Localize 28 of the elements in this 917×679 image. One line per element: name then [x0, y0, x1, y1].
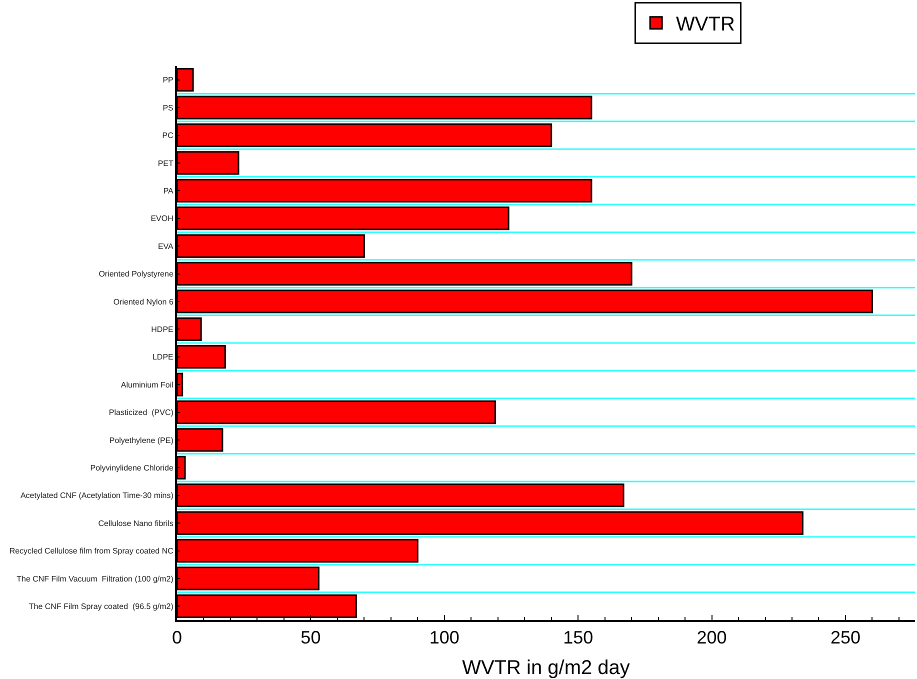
y-tick-label: The CNF Film Spray coated (96.5 g/m2)	[28, 602, 174, 611]
y-tick-label: Oriented Polystyrene	[98, 270, 174, 279]
y-tick-label: Cellulose Nano fibrils	[98, 518, 174, 528]
x-tick-label: 0	[172, 628, 182, 648]
y-tick-label: LDPE	[152, 352, 174, 362]
y-tick-label: Aluminium Foil	[120, 380, 174, 390]
x-tick-label: 200	[696, 628, 727, 648]
y-tick-label: Recycled Cellulose film from Spray coated NC	[9, 546, 174, 556]
y-tick-label: PET	[158, 158, 174, 168]
y-tick-label: PP	[162, 76, 174, 85]
y-tick-label: Polyethylene (PE)	[109, 436, 174, 445]
x-tick-label: 50	[300, 628, 321, 648]
x-tick-label: 250	[830, 628, 861, 648]
y-tick-label: EVOH	[150, 214, 174, 224]
y-tick-label: Acetylated CNF (Acetylation Time-30 mins)	[20, 491, 174, 500]
y-tick-label: HDPE	[151, 324, 174, 334]
x-tick-label: 150	[563, 628, 594, 648]
y-tick-label: PA	[163, 186, 174, 196]
legend-label: WVTR	[676, 14, 735, 36]
y-tick-label: PS	[162, 103, 174, 112]
y-tick-label: Polyvinylidene Chloride	[90, 463, 174, 472]
y-tick-label: Plasticized (PVC)	[108, 408, 174, 418]
y-tick-label: Oriented Nylon 6	[113, 297, 174, 306]
y-tick-label: EVA	[158, 242, 174, 251]
x-axis-title: WVTR in g/m2 day	[462, 657, 630, 679]
x-tick-label: 100	[429, 628, 460, 648]
y-tick-label: PC	[162, 131, 174, 140]
y-tick-label: The CNF Film Vacuum Filtration (100 g/m2)	[16, 574, 174, 584]
